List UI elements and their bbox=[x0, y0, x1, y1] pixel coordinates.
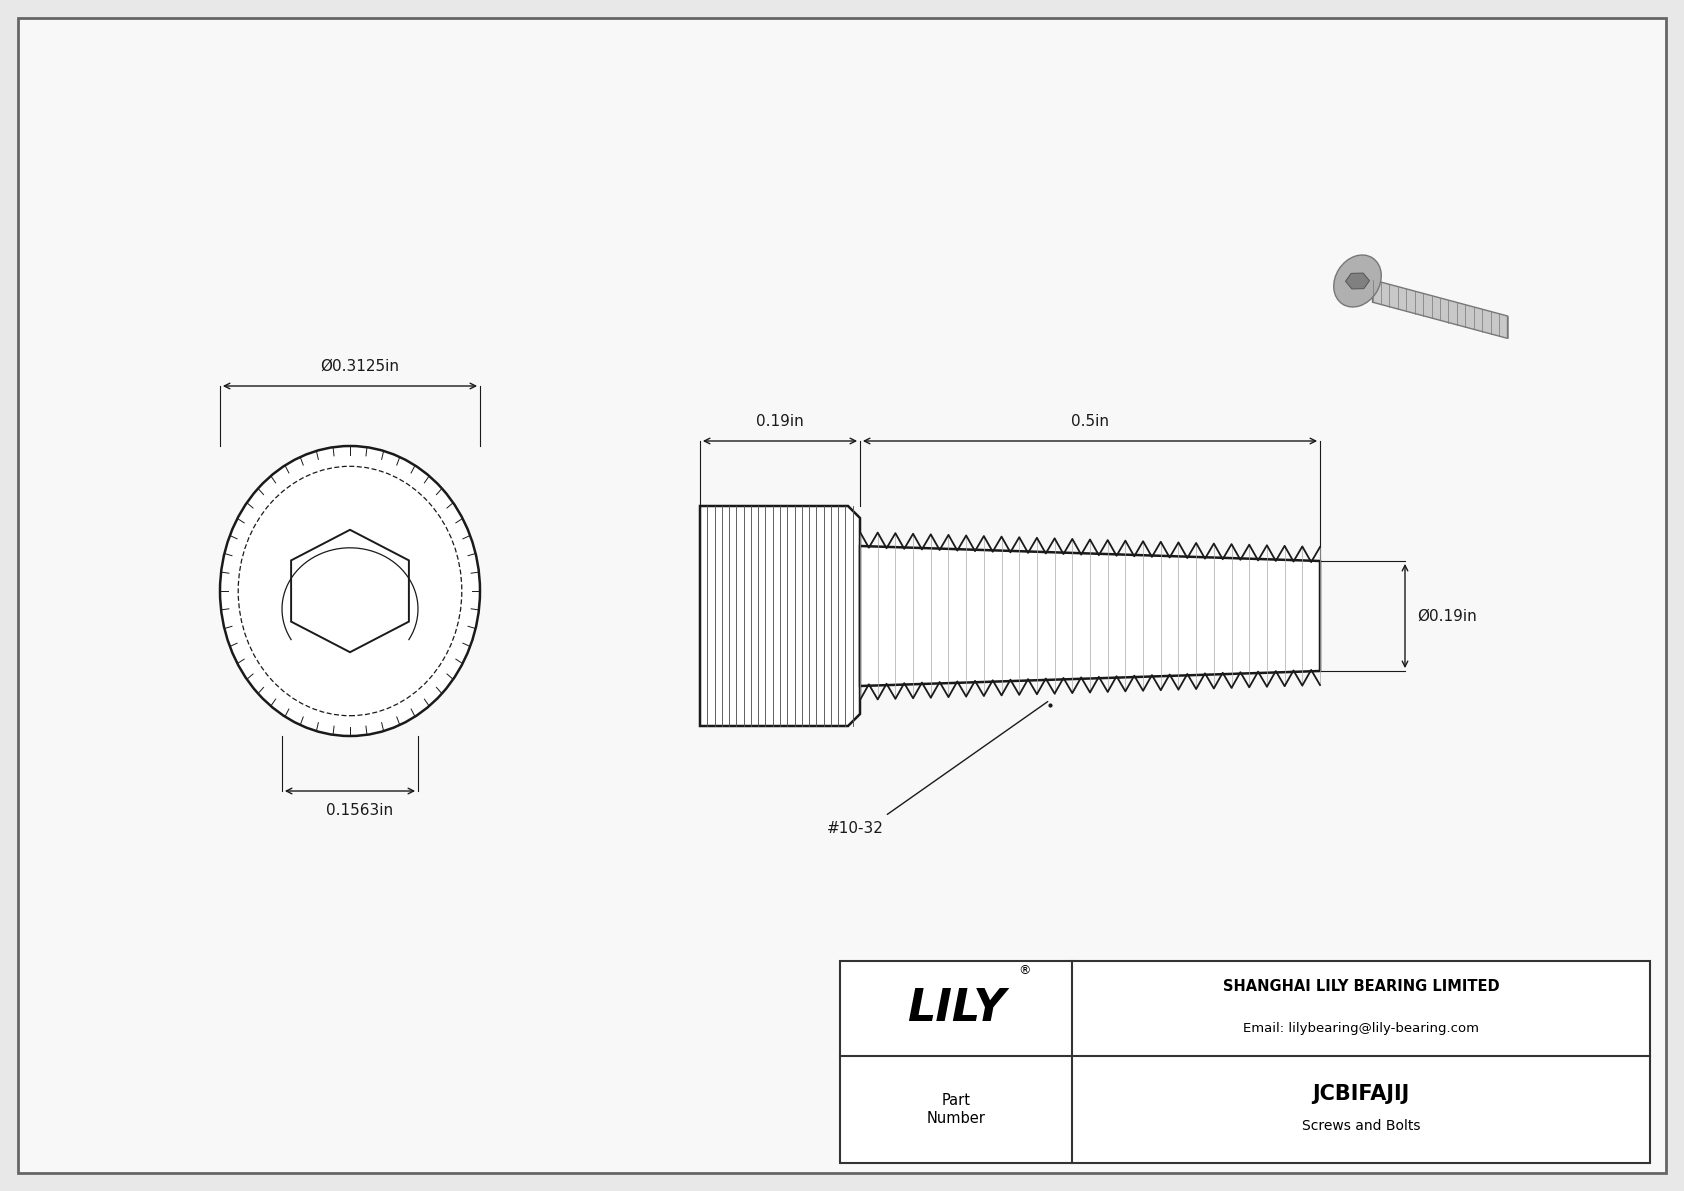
Text: Screws and Bolts: Screws and Bolts bbox=[1302, 1120, 1420, 1134]
Polygon shape bbox=[1346, 273, 1369, 289]
Text: Part
Number: Part Number bbox=[926, 1093, 985, 1125]
Bar bbox=[840, 961, 1650, 1162]
Polygon shape bbox=[291, 530, 409, 653]
Text: LILY: LILY bbox=[906, 987, 1005, 1030]
Text: JCBIFAJIJ: JCBIFAJIJ bbox=[1312, 1085, 1410, 1104]
Text: Ø0.19in: Ø0.19in bbox=[1416, 609, 1477, 624]
Text: Email: lilybearing@lily-bearing.com: Email: lilybearing@lily-bearing.com bbox=[1243, 1022, 1479, 1035]
Text: 0.19in: 0.19in bbox=[756, 414, 803, 429]
Ellipse shape bbox=[221, 445, 480, 736]
Text: #10-32: #10-32 bbox=[827, 821, 884, 836]
Text: 0.1563in: 0.1563in bbox=[327, 803, 394, 818]
Polygon shape bbox=[1372, 280, 1507, 338]
Polygon shape bbox=[701, 506, 861, 727]
Text: ®: ® bbox=[1017, 964, 1031, 977]
Polygon shape bbox=[861, 545, 1320, 686]
Ellipse shape bbox=[1334, 255, 1381, 307]
Text: SHANGHAI LILY BEARING LIMITED: SHANGHAI LILY BEARING LIMITED bbox=[1223, 979, 1499, 994]
Text: Ø0.3125in: Ø0.3125in bbox=[320, 358, 399, 374]
Text: 0.5in: 0.5in bbox=[1071, 414, 1110, 429]
